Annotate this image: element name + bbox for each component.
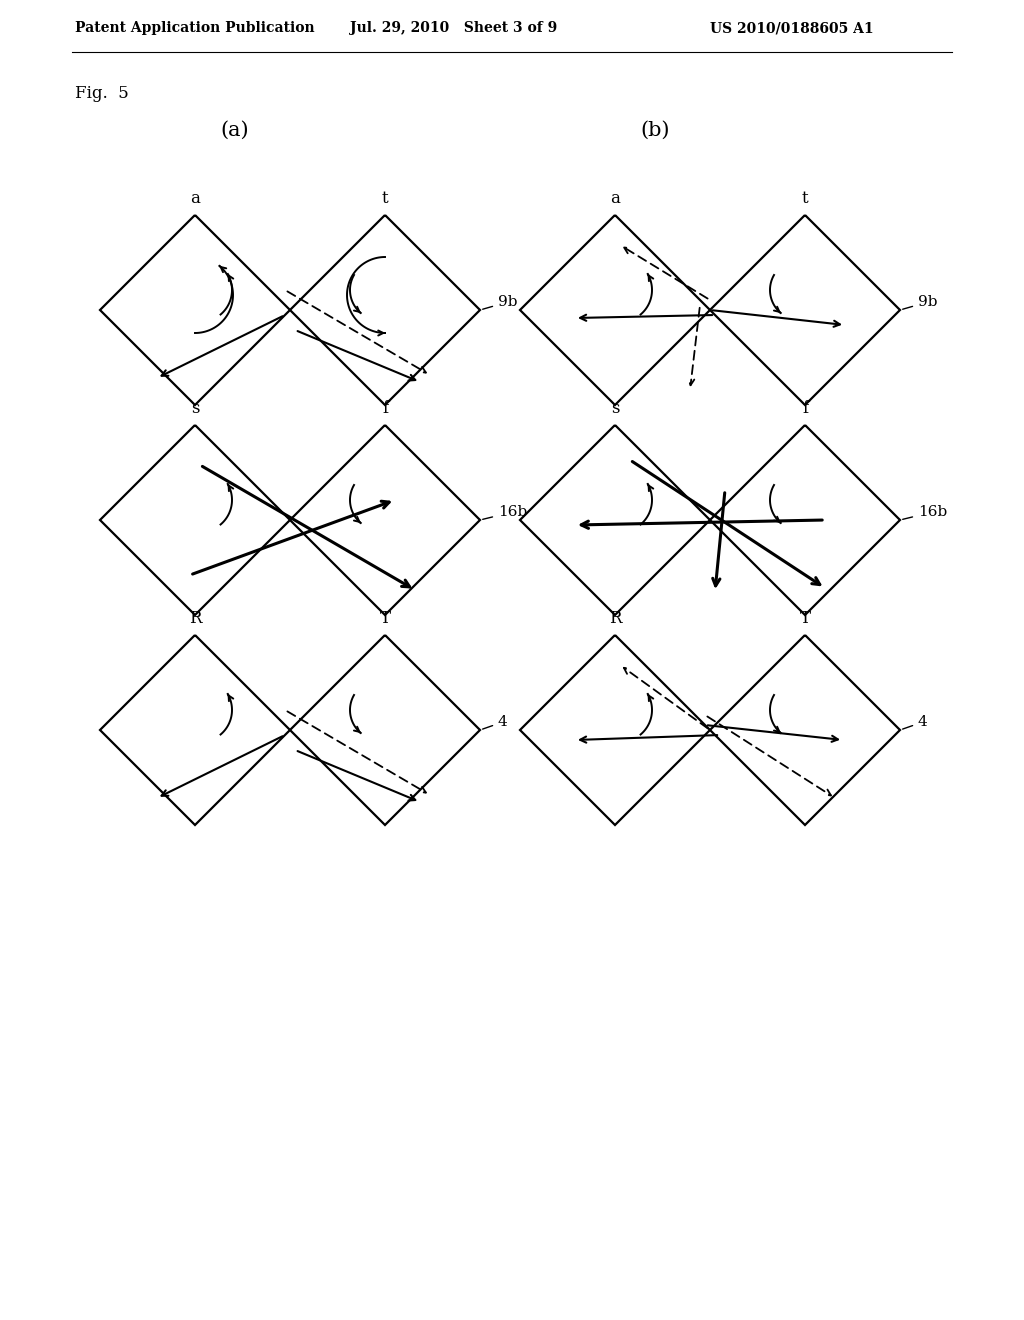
Text: T: T [380,610,390,627]
Text: Patent Application Publication: Patent Application Publication [75,21,314,36]
Text: a: a [610,190,620,207]
Text: R: R [188,610,202,627]
Text: 9b: 9b [903,294,938,309]
Text: t: t [802,190,808,207]
Text: 4: 4 [482,715,508,729]
Text: T: T [800,610,811,627]
Text: f: f [802,400,808,417]
Text: t: t [382,190,388,207]
Text: R: R [608,610,622,627]
Text: a: a [190,190,200,207]
Text: (b): (b) [640,120,670,140]
Text: 4: 4 [902,715,928,729]
Text: s: s [610,400,620,417]
Text: US 2010/0188605 A1: US 2010/0188605 A1 [710,21,873,36]
Text: 16b: 16b [903,506,947,519]
Text: 16b: 16b [482,506,527,519]
Text: Jul. 29, 2010   Sheet 3 of 9: Jul. 29, 2010 Sheet 3 of 9 [350,21,557,36]
Text: Fig.  5: Fig. 5 [75,84,129,102]
Text: (a): (a) [221,120,249,140]
Text: 9b: 9b [482,294,517,309]
Text: s: s [190,400,200,417]
Text: f: f [382,400,388,417]
